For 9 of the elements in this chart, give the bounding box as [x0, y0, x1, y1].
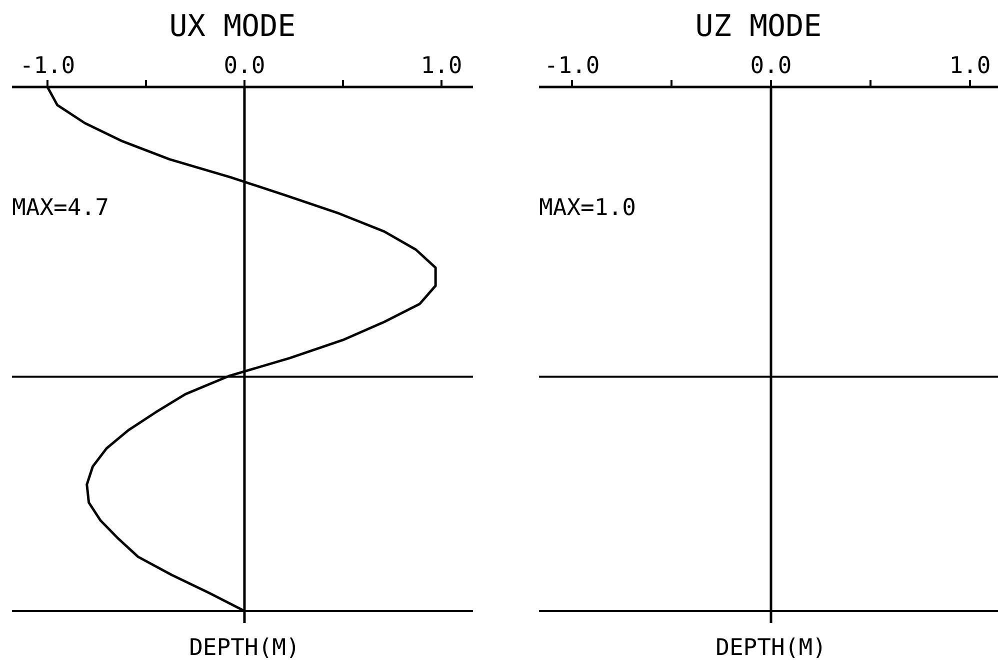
x-tick-label: 1.0	[420, 53, 462, 79]
x-tick-label: -1.0	[20, 53, 76, 79]
text: MAX=1.0	[539, 195, 636, 221]
text: DEPTH(M)	[716, 635, 826, 661]
x-axis-title: DEPTH(M)	[189, 635, 300, 661]
annotation: MAX=4.7	[12, 195, 109, 221]
chart-title: UX MODE	[169, 9, 296, 44]
text: UZ MODE	[695, 9, 822, 44]
x-tick-label: 0.0	[224, 53, 266, 79]
